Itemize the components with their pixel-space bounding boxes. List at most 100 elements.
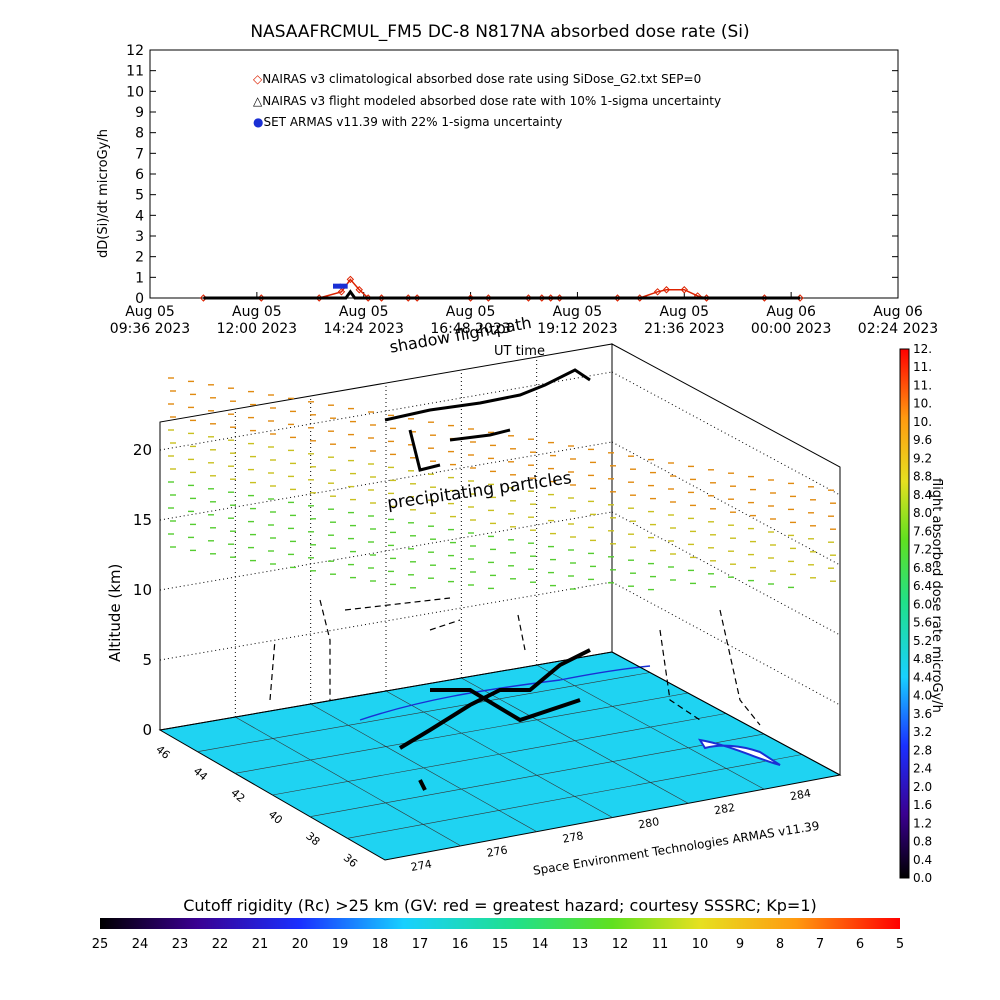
rigidity-tick-label: 20 (292, 937, 309, 952)
x-tick-day: Aug 05 (659, 304, 709, 320)
x-tick-time: 12:00 2023 (217, 321, 297, 337)
x-tick-day: Aug 05 (232, 304, 282, 320)
armas-point (333, 283, 341, 289)
legend-nairas-clim: ◇NAIRAS v3 climatological absorbed dose … (253, 72, 702, 86)
particle-field (168, 377, 836, 591)
rigidity-tick-label: 13 (572, 937, 589, 952)
colorbar-tick-label: 0.0 (913, 871, 932, 885)
altitude-tick-label: 20 (133, 441, 152, 459)
shadow-flightpath (269, 597, 761, 726)
y-tick-label: 3 (135, 229, 144, 245)
rigidity-tick-label: 21 (252, 937, 269, 952)
longitude-tick-label: 284 (789, 787, 812, 803)
rigidity-tick-label: 6 (856, 937, 864, 952)
colorbar-tick-label: 12. (913, 342, 932, 356)
rigidity-tick-label: 15 (492, 937, 509, 952)
y-tick-label: 2 (135, 250, 144, 266)
longitude-tick-label: 282 (713, 801, 736, 817)
colorbar-tick-label: 7.2 (913, 543, 932, 557)
colorbar-tick-label: 2.4 (913, 762, 932, 776)
altitude-grid-line (159, 441, 613, 521)
rigidity-tick-label: 11 (652, 937, 669, 952)
colorbar-tick-label: 10. (913, 397, 932, 411)
legend-nairas-flight: △NAIRAS v3 flight modeled absorbed dose … (253, 94, 722, 108)
x-axis-label: UT time (494, 344, 545, 359)
rigidity-tick-label: 23 (172, 937, 189, 952)
colorbar-tick-label: 4.8 (913, 652, 932, 666)
rigidity-tick-label: 24 (132, 937, 149, 952)
x-tick-day: Aug 06 (873, 304, 923, 320)
colorbar-tick-label: 6.4 (913, 579, 932, 593)
colorbar-tick-label: 2.0 (913, 780, 932, 794)
x-tick-time: 21:36 2023 (644, 321, 724, 337)
rigidity-tick-label: 22 (212, 937, 229, 952)
rigidity-tick-label: 14 (532, 937, 549, 952)
y-tick-label: 12 (126, 43, 144, 59)
rigidity-tick-label: 8 (776, 937, 784, 952)
colorbar-tick-label: 9.6 (913, 433, 932, 447)
rigidity-tick-label: 19 (332, 937, 349, 952)
climatological-point (662, 286, 671, 294)
x-tick-time: 19:12 2023 (537, 321, 617, 337)
y-tick-label: 5 (135, 188, 144, 204)
x-tick-day: Aug 05 (339, 304, 389, 320)
altitude-tick-label: 5 (142, 651, 152, 669)
y-tick-label: 6 (135, 167, 144, 183)
colorbar-tick-label: 8.0 (913, 506, 932, 520)
rigidity-tick-label: 12 (612, 937, 629, 952)
map-grid-line (536, 664, 765, 790)
y-tick-label: 1 (135, 270, 144, 286)
cutoff-rigidity-title: Cutoff rigidity (Rc) >25 km (GV: red = g… (183, 896, 817, 915)
rigidity-tick-label: 25 (92, 937, 109, 952)
rigidity-gradient (100, 918, 900, 929)
colorbar-tick-label: 8.4 (913, 488, 932, 502)
x-tick-day: Aug 05 (125, 304, 175, 320)
rigidity-tick-label: 10 (692, 937, 709, 952)
colorbar-gradient (899, 348, 910, 879)
climatological-point (680, 286, 688, 294)
top-flightpath (384, 368, 591, 472)
rigidity-tick-label: 5 (896, 937, 904, 952)
longitude-tick-label: 278 (561, 829, 584, 845)
colorbar-tick-label: 6.8 (913, 561, 932, 575)
altitude-grid-line (159, 581, 613, 661)
colorbar-tick-label: 7.6 (913, 524, 932, 538)
y-tick-label: 11 (126, 64, 144, 80)
colorbar-tick-label: 11. (913, 360, 932, 374)
colorbar-tick-label: 6.0 (913, 597, 932, 611)
climatological-point (653, 288, 662, 296)
colorbar-tick-label: 4.0 (913, 689, 932, 703)
colorbar-tick-label: 3.6 (913, 707, 932, 721)
colorbar-tick-label: 10. (913, 415, 932, 429)
y-tick-label: 0 (135, 291, 144, 307)
longitude-tick-label: 274 (410, 858, 433, 874)
climatological-point (346, 275, 355, 284)
x-tick-time: 14:24 2023 (323, 321, 403, 337)
climatological-point (337, 288, 346, 296)
coastline (697, 738, 781, 766)
rigidity-tick-label: 18 (372, 937, 389, 952)
altitude-tick-label: 0 (142, 721, 152, 739)
longitude-tick-label: 280 (637, 815, 660, 831)
y-tick-label: 8 (135, 126, 144, 142)
x-tick-time: 02:24 2023 (858, 321, 938, 337)
colorbar-tick-label: 11. (913, 378, 932, 392)
colorbar-tick-label: 3.2 (913, 725, 932, 739)
colorbar-tick-label: 0.4 (913, 853, 932, 867)
circle-marker-icon: ● (253, 115, 264, 129)
rigidity-tick-label: 17 (412, 937, 429, 952)
chart-title: NASAAFRCMUL_FM5 DC-8 N817NA absorbed dos… (250, 22, 750, 42)
triangle-marker-icon: △ (253, 94, 263, 108)
colorbar-tick-label: 1.2 (913, 816, 932, 830)
x-tick-day: Aug 06 (766, 304, 816, 320)
colorbar-tick-label: 8.8 (913, 470, 932, 484)
altitude-tick-label: 15 (133, 511, 152, 529)
y-tick-label: 7 (135, 146, 144, 162)
colorbar-tick-label: 5.2 (913, 634, 932, 648)
rigidity-tick-label: 16 (452, 937, 469, 952)
rigidity-tick-label: 9 (736, 937, 744, 952)
